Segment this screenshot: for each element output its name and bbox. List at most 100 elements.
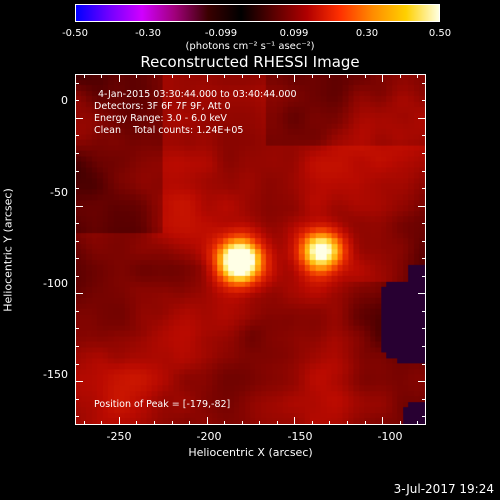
- y-tick-label: -50: [50, 186, 68, 199]
- tick-mark: [364, 421, 366, 425]
- tick-mark: [189, 421, 191, 425]
- tick-mark: [422, 275, 426, 277]
- tick-mark: [75, 381, 79, 383]
- tick-mark: [276, 74, 278, 78]
- tick-mark: [422, 346, 426, 348]
- tick-mark: [136, 421, 138, 425]
- colorbar-tick-label: 0.50: [428, 28, 452, 39]
- colorbar-tick-label: -0.099: [204, 28, 238, 39]
- tick-mark: [294, 421, 296, 425]
- tick-mark: [422, 381, 426, 383]
- tick-mark: [75, 258, 79, 260]
- colorbar-tick-label: -0.30: [135, 28, 161, 39]
- tick-mark: [75, 381, 83, 383]
- colorbar: [75, 4, 440, 22]
- y-axis-label: Heliocentric Y (arcsec): [1, 188, 15, 312]
- tick-mark: [382, 74, 384, 78]
- tick-mark: [417, 74, 419, 78]
- tick-mark: [276, 421, 278, 425]
- tick-mark: [136, 74, 138, 78]
- peak-position-text: Position of Peak = [-179,-82]: [94, 399, 231, 410]
- tick-mark: [75, 188, 79, 190]
- tick-mark: [101, 421, 103, 425]
- tick-mark: [118, 74, 120, 82]
- tick-mark: [311, 74, 313, 78]
- tick-mark: [399, 421, 401, 425]
- tick-mark: [118, 74, 120, 78]
- tick-mark: [75, 152, 79, 154]
- colorbar-unit: (photons cm⁻² s⁻¹ asec⁻²): [185, 41, 315, 52]
- tick-mark: [422, 223, 426, 225]
- tick-mark: [422, 310, 426, 312]
- detectors-text: Detectors: 3F 6F 7F 9F, Att 0: [94, 101, 231, 112]
- tick-mark: [241, 74, 243, 78]
- tick-mark: [75, 416, 79, 418]
- y-tick-label: 0: [61, 94, 68, 107]
- tick-mark: [75, 328, 79, 330]
- tick-mark: [83, 421, 85, 425]
- colorbar-tick-label: 0.099: [279, 28, 309, 39]
- x-axis-label: Heliocentric X (arcsec): [188, 446, 313, 459]
- tick-mark: [153, 74, 155, 78]
- tick-mark: [75, 398, 79, 400]
- tick-mark: [153, 421, 155, 425]
- tick-mark: [171, 74, 173, 78]
- tick-mark: [259, 74, 261, 78]
- tick-mark: [75, 117, 79, 119]
- tick-mark: [382, 421, 384, 425]
- tick-mark: [382, 74, 384, 82]
- tick-mark: [241, 421, 243, 425]
- tick-mark: [224, 74, 226, 78]
- tick-mark: [75, 363, 79, 365]
- tick-mark: [118, 421, 120, 425]
- tick-mark: [75, 205, 79, 207]
- tick-mark: [75, 275, 79, 277]
- tick-mark: [206, 74, 208, 82]
- tick-mark: [422, 363, 426, 365]
- date-stamp: 3-Jul-2017 19:24: [393, 482, 494, 496]
- tick-mark: [417, 421, 419, 425]
- x-tick-label: -150: [287, 430, 313, 443]
- tick-mark: [75, 82, 79, 84]
- plot-title: Reconstructed RHESSI Image: [140, 53, 360, 71]
- y-tick-label: -150: [43, 368, 68, 381]
- tick-mark: [75, 205, 83, 207]
- tick-mark: [75, 135, 79, 137]
- tick-mark: [422, 258, 426, 260]
- tick-mark: [329, 421, 331, 425]
- colorbar-tick-label: 0.30: [355, 28, 379, 39]
- x-tick-label: -200: [196, 430, 222, 443]
- tick-mark: [399, 74, 401, 78]
- rhessi-image: [76, 75, 425, 424]
- tick-mark: [422, 135, 426, 137]
- tick-mark: [75, 293, 79, 295]
- tick-mark: [189, 74, 191, 78]
- tick-mark: [422, 205, 426, 207]
- image-plot-area: 4-Jan-2015 03:30:44.000 to 03:40:44.000 …: [75, 74, 426, 425]
- tick-mark: [422, 82, 426, 84]
- tick-mark: [422, 100, 426, 102]
- tick-mark: [347, 74, 349, 78]
- tick-mark: [422, 416, 426, 418]
- tick-mark: [75, 293, 83, 295]
- tick-mark: [422, 170, 426, 172]
- tick-mark: [75, 100, 79, 102]
- tick-mark: [75, 240, 79, 242]
- tick-mark: [364, 74, 366, 78]
- tick-mark: [75, 170, 79, 172]
- tick-mark: [422, 240, 426, 242]
- tick-mark: [422, 188, 426, 190]
- tick-mark: [224, 421, 226, 425]
- tick-mark: [259, 421, 261, 425]
- tick-mark: [206, 421, 208, 425]
- tick-mark: [422, 293, 426, 295]
- tick-mark: [171, 421, 173, 425]
- tick-mark: [83, 74, 85, 78]
- tick-mark: [75, 310, 79, 312]
- tick-mark: [75, 117, 83, 119]
- y-tick-label: -100: [43, 277, 68, 290]
- x-tick-label: -100: [377, 430, 403, 443]
- tick-mark: [294, 74, 296, 82]
- tick-mark: [422, 398, 426, 400]
- tick-mark: [206, 74, 208, 78]
